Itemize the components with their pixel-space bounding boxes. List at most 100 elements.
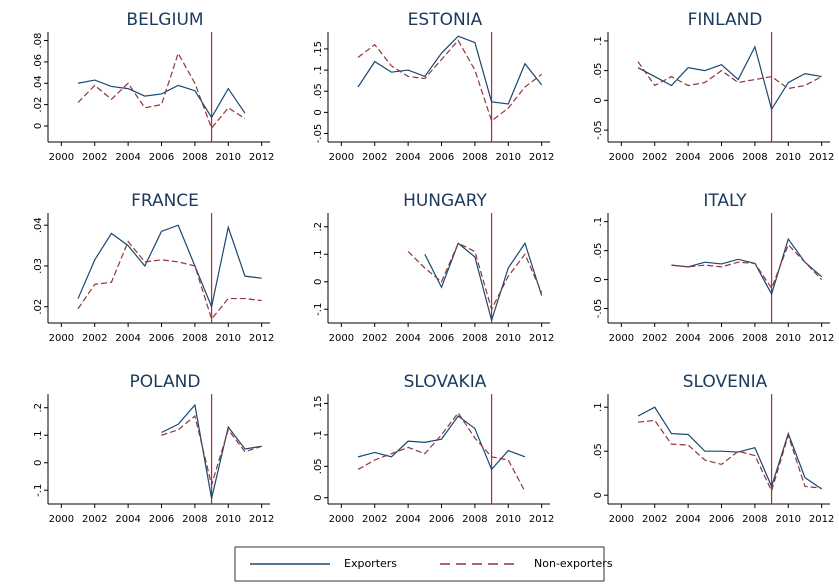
- y-tick-label: .02: [33, 97, 44, 113]
- series-line: [637, 406, 822, 490]
- panel-title: BELGIUM: [126, 10, 203, 30]
- y-tick-label: 0: [593, 276, 604, 282]
- x-tick-label: 2002: [82, 514, 107, 525]
- x-tick-label: 2002: [362, 152, 387, 163]
- y-tick-label: .03: [33, 258, 44, 274]
- x-tick-label: 2004: [395, 152, 420, 163]
- y-tick-label: -.05: [593, 299, 604, 319]
- series-line: [424, 241, 543, 323]
- y-tick-label: -.1: [33, 484, 44, 497]
- y-tick-label: .05: [313, 458, 324, 474]
- x-tick-label: 2006: [149, 152, 174, 163]
- series-line: [407, 242, 543, 311]
- y-tick-label: .08: [33, 33, 44, 49]
- panel-title: SLOVENIA: [683, 372, 768, 392]
- series-line: [637, 45, 822, 111]
- y-tick-label: .2: [33, 403, 44, 413]
- y-tick-label: .04: [33, 75, 44, 91]
- x-tick-label: 2010: [216, 333, 241, 344]
- y-tick-label: 0: [313, 279, 324, 285]
- x-tick-label: 2000: [49, 152, 74, 163]
- y-tick-label: -.05: [593, 120, 604, 140]
- x-tick-label: 2000: [49, 333, 74, 344]
- x-tick-label: 2006: [429, 333, 454, 344]
- series-line: [671, 237, 823, 296]
- series-line: [77, 224, 262, 309]
- x-tick-label: 2008: [742, 152, 767, 163]
- series-line: [637, 61, 822, 90]
- x-tick-label: 2004: [395, 333, 420, 344]
- y-tick-label: 0: [313, 495, 324, 501]
- y-tick-label: .1: [313, 65, 324, 75]
- legend-label: Non-exporters: [534, 557, 613, 570]
- x-tick-label: 2012: [249, 333, 274, 344]
- y-tick-label: 0: [33, 460, 44, 466]
- x-tick-label: 2012: [529, 333, 554, 344]
- x-tick-label: 2012: [249, 514, 274, 525]
- x-tick-label: 2006: [709, 333, 734, 344]
- y-tick-label: .15: [313, 41, 324, 57]
- x-tick-label: 2008: [182, 514, 207, 525]
- x-tick-label: 2010: [216, 152, 241, 163]
- series-line: [637, 419, 822, 493]
- y-tick-label: .04: [33, 217, 44, 233]
- series-line: [357, 35, 543, 105]
- x-tick-label: 2004: [115, 514, 140, 525]
- x-tick-label: 2012: [249, 152, 274, 163]
- x-tick-label: 2006: [149, 333, 174, 344]
- y-tick-label: .2: [313, 222, 324, 232]
- panel-title: ESTONIA: [408, 10, 483, 30]
- y-tick-label: .15: [313, 395, 324, 411]
- x-tick-label: 2000: [329, 152, 354, 163]
- x-tick-label: 2006: [149, 514, 174, 525]
- x-tick-label: 2004: [395, 514, 420, 525]
- x-tick-label: 2004: [675, 333, 700, 344]
- x-tick-label: 2002: [642, 333, 667, 344]
- x-tick-label: 2000: [329, 333, 354, 344]
- x-tick-label: 2000: [609, 333, 634, 344]
- x-tick-label: 2008: [462, 333, 487, 344]
- x-tick-label: 2002: [642, 514, 667, 525]
- x-tick-label: 2010: [776, 514, 801, 525]
- x-tick-label: 2012: [529, 514, 554, 525]
- x-tick-label: 2008: [182, 333, 207, 344]
- x-tick-label: 2010: [776, 152, 801, 163]
- x-tick-label: 2002: [642, 152, 667, 163]
- y-tick-label: .1: [593, 402, 604, 412]
- x-tick-label: 2010: [216, 514, 241, 525]
- y-tick-label: .05: [593, 443, 604, 459]
- series-line: [77, 79, 246, 119]
- x-tick-label: 2000: [329, 514, 354, 525]
- x-tick-label: 2012: [809, 333, 834, 344]
- x-tick-label: 2004: [115, 333, 140, 344]
- x-tick-label: 2012: [529, 152, 554, 163]
- panel-title: POLAND: [130, 372, 201, 392]
- y-tick-label: .06: [33, 54, 44, 70]
- panel-title: ITALY: [703, 191, 747, 211]
- panel-title: FRANCE: [131, 191, 199, 211]
- legend-label: Exporters: [344, 557, 397, 570]
- y-tick-label: .1: [33, 430, 44, 440]
- x-tick-label: 2006: [709, 514, 734, 525]
- x-tick-label: 2008: [182, 152, 207, 163]
- y-tick-label: 0: [593, 492, 604, 498]
- series-line: [671, 243, 823, 290]
- y-tick-label: -.1: [313, 303, 324, 316]
- series-line: [161, 414, 262, 488]
- series-line: [357, 411, 526, 492]
- series-line: [357, 415, 526, 471]
- y-tick-label: .1: [593, 36, 604, 46]
- x-tick-label: 2002: [362, 333, 387, 344]
- panel-title: FINLAND: [688, 10, 763, 30]
- panel-title: HUNGARY: [403, 191, 487, 211]
- y-tick-label: .02: [33, 299, 44, 315]
- series-line: [77, 51, 246, 130]
- x-tick-label: 2008: [742, 514, 767, 525]
- x-tick-label: 2010: [496, 333, 521, 344]
- y-tick-label: 0: [593, 97, 604, 103]
- x-tick-label: 2008: [462, 152, 487, 163]
- series-line: [357, 39, 543, 122]
- y-tick-label: .1: [593, 217, 604, 227]
